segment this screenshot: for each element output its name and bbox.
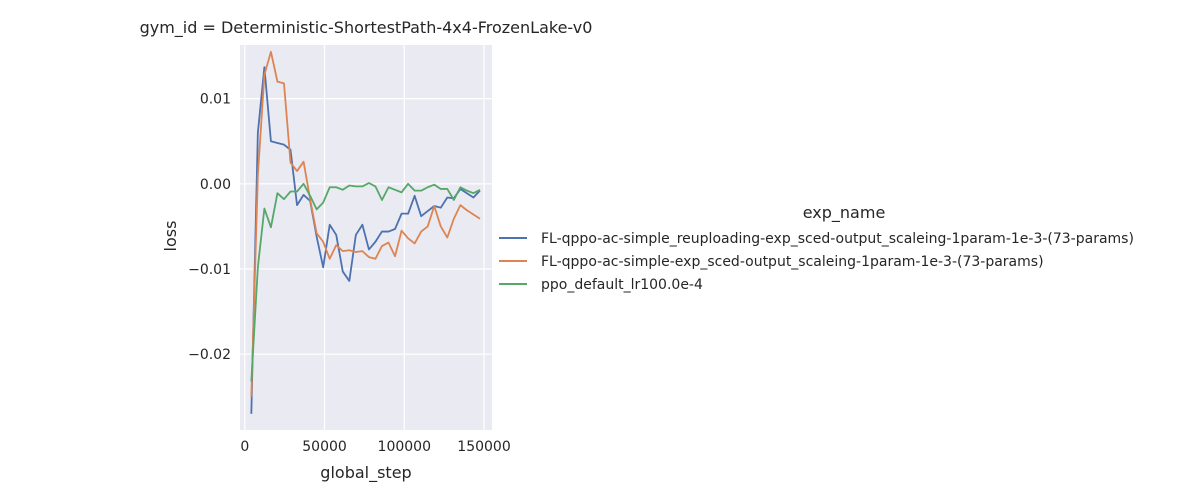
series-lines <box>250 50 481 414</box>
y-tick-label: 0.01 <box>200 92 231 108</box>
x-axis-label: global_step <box>320 463 411 483</box>
legend-label-2: FL-qppo-ac-simple-exp_sced-output_scalei… <box>541 254 1044 270</box>
series-line-2 <box>250 50 481 397</box>
x-tick-label: 100000 <box>378 439 431 455</box>
series-line-3 <box>250 182 481 382</box>
y-tick-label: −0.01 <box>188 262 231 278</box>
x-tick-label: 0 <box>240 439 249 455</box>
x-tick-label: 150000 <box>457 439 510 455</box>
x-tick-labels: 0 50000 100000 150000 <box>240 439 510 455</box>
legend-title: exp_name <box>803 203 886 223</box>
y-tick-label: 0.00 <box>200 177 231 193</box>
x-tick-label: 50000 <box>302 439 347 455</box>
grid-lines <box>240 45 492 430</box>
y-tick-labels: −0.02 −0.01 0.00 0.01 <box>188 92 231 364</box>
chart-title: gym_id = Deterministic-ShortestPath-4x4-… <box>140 18 593 38</box>
y-axis-label: loss <box>161 221 180 252</box>
legend: exp_name FL-qppo-ac-simple_reuploading-e… <box>499 203 1134 293</box>
y-tick-label: −0.02 <box>188 347 231 363</box>
legend-label-3: ppo_default_lr100.0e-4 <box>541 277 703 293</box>
legend-label-1: FL-qppo-ac-simple_reuploading-exp_sced-o… <box>541 231 1134 247</box>
